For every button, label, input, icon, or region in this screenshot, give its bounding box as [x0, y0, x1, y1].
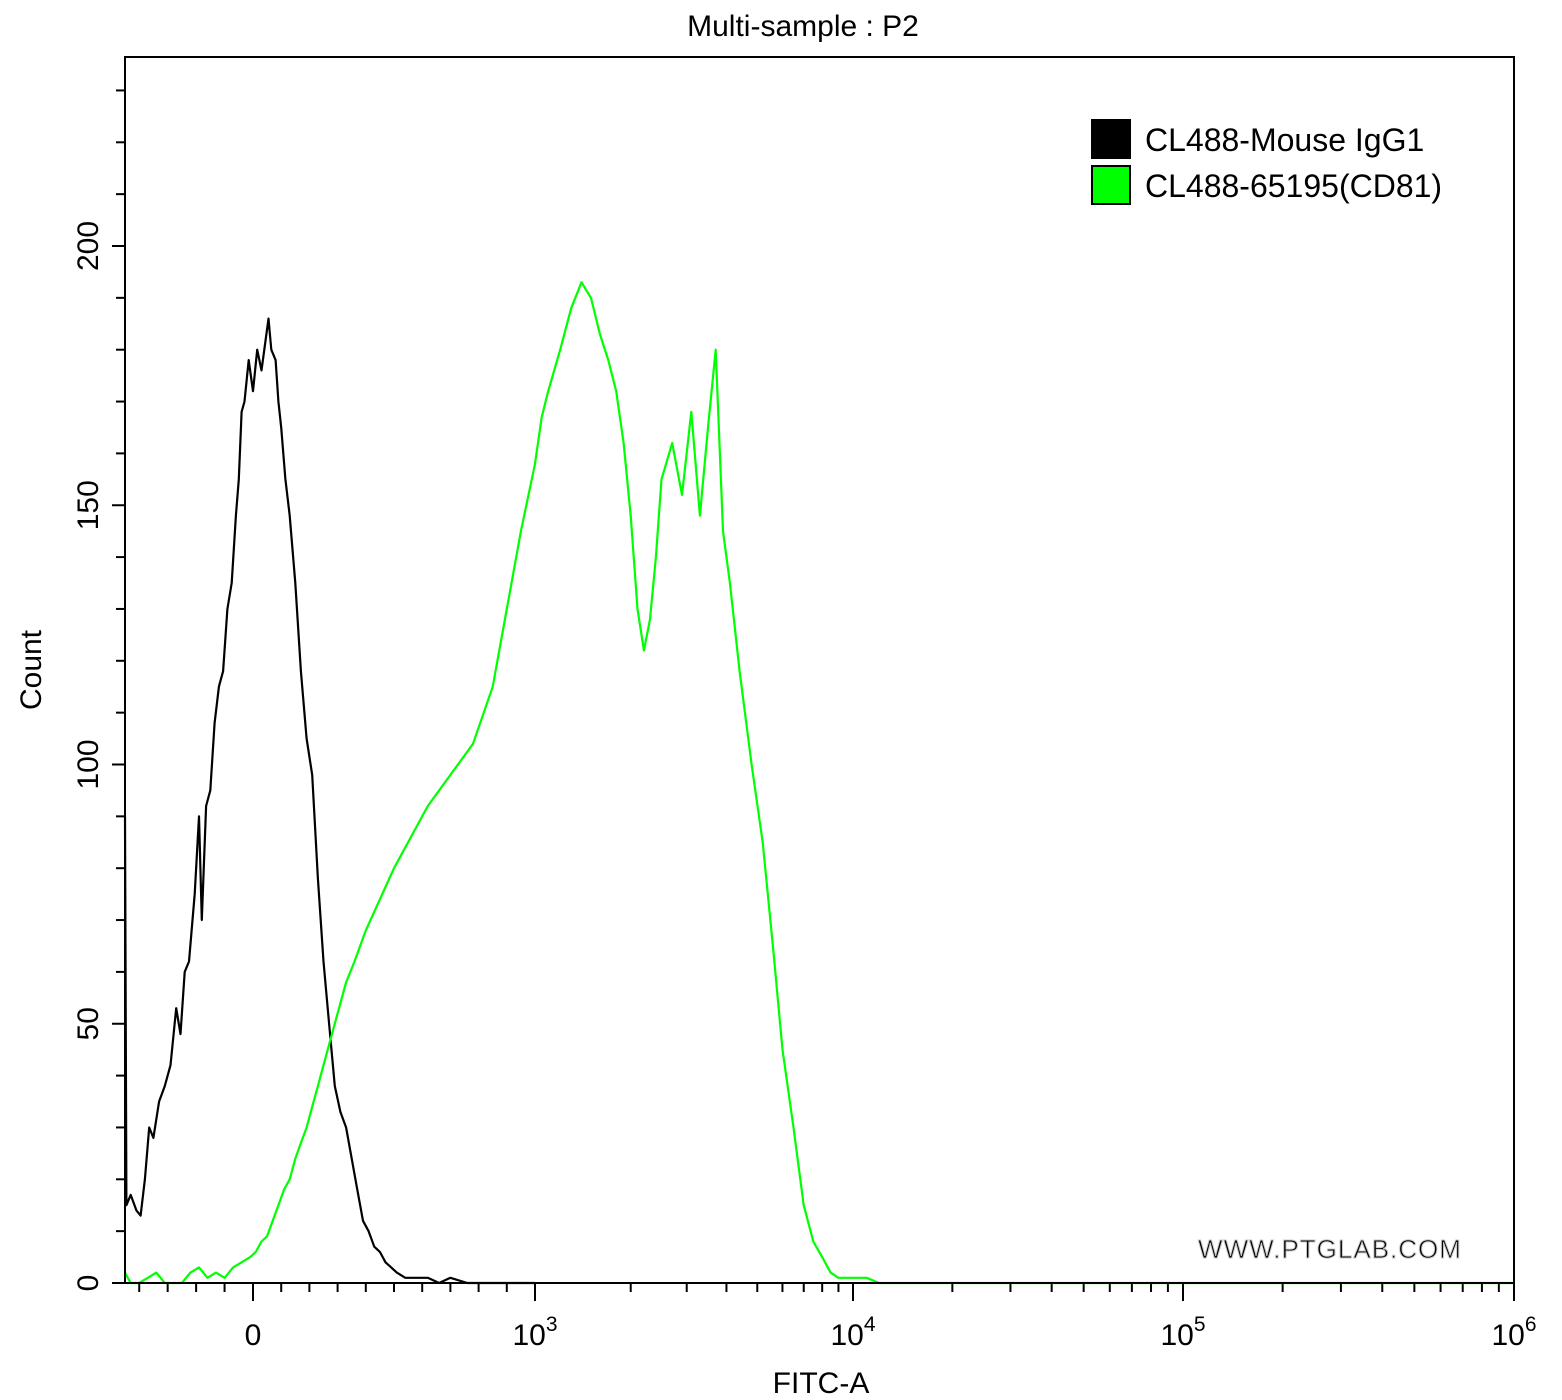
watermark: WWW.PTGLAB.COM [1198, 1234, 1462, 1264]
x-axis-ticks: 0 103 104 105 106 [138, 1283, 1537, 1352]
legend-swatch-1 [1091, 119, 1131, 159]
x-tick-label: 106 [1491, 1313, 1536, 1352]
y-tick-label: 100 [72, 739, 105, 789]
x-axis-label: FITC-A [773, 1367, 870, 1400]
y-tick-label: 200 [72, 221, 105, 271]
y-tick-label: 0 [72, 1275, 105, 1292]
x-tick-label: 104 [830, 1313, 875, 1352]
series-line-1 [123, 317, 535, 1285]
chart-title: Multi-sample : P2 [687, 10, 919, 43]
y-axis-ticks: 0 50 100 150 200 [72, 89, 125, 1292]
y-axis-label: Count [15, 629, 48, 710]
y-tick-label: 50 [72, 1007, 105, 1040]
series-layer [123, 281, 1514, 1285]
x-tick-label: 105 [1160, 1313, 1205, 1352]
x-tick-label: 0 [245, 1319, 262, 1352]
plot-frame [124, 56, 1515, 1284]
y-tick-label: 150 [72, 480, 105, 530]
legend-label-1: CL488-Mouse IgG1 [1145, 122, 1424, 158]
legend-label-2: CL488-65195(CD81) [1145, 168, 1442, 204]
series-line-2 [124, 281, 1514, 1285]
chart-legend: CL488-Mouse IgG1 CL488-65195(CD81) [1091, 119, 1442, 205]
legend-swatch-2 [1091, 165, 1131, 205]
x-tick-label: 103 [512, 1313, 557, 1352]
